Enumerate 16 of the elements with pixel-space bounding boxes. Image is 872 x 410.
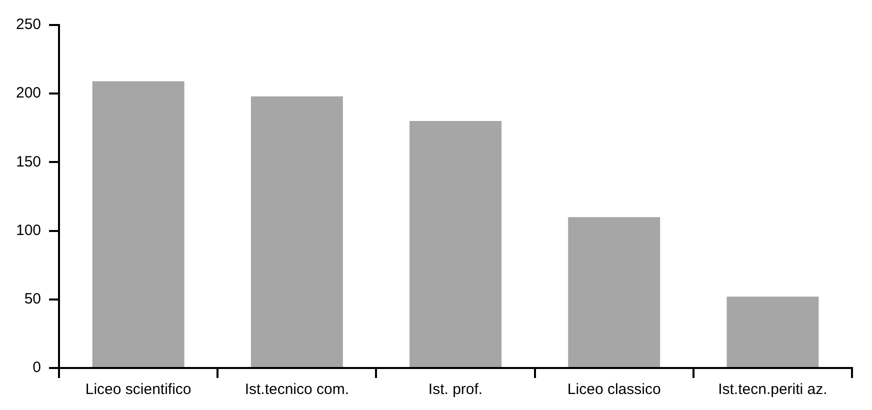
bar <box>410 121 502 367</box>
y-tick-label: 200 <box>16 84 42 102</box>
bar <box>726 296 819 367</box>
y-tick-label: 100 <box>16 222 42 239</box>
x-tick-label: Ist.tecnico com. <box>244 381 350 398</box>
x-tick-label: Liceo scientifico <box>85 381 192 398</box>
bar <box>250 96 343 367</box>
x-tick-label: Ist.tecn.periti az. <box>718 381 828 398</box>
x-tick-label: Ist. prof. <box>428 381 483 398</box>
y-tick-label: 250 <box>16 16 42 34</box>
bar <box>568 217 660 367</box>
y-tick-label: 50 <box>24 290 42 308</box>
bar <box>92 81 184 367</box>
y-tick-label: 150 <box>16 153 42 170</box>
y-tick-label: 0 <box>32 359 42 376</box>
x-tick-label: Liceo classico <box>567 381 661 398</box>
